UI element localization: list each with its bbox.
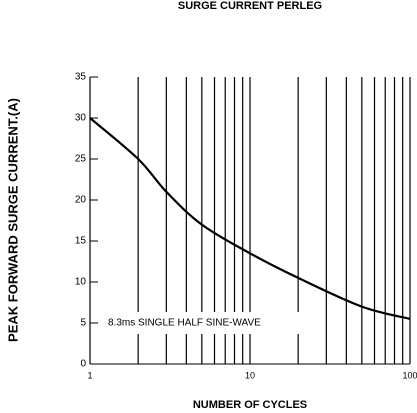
annotation: 8.3ms SINGLE HALF SINE-WAVE	[108, 318, 261, 329]
y-tick-label: 15	[75, 236, 87, 247]
y-axis-label: PEAK FORWARD SURGE CURRENT.(A)	[5, 98, 20, 342]
chart-title: SURGE CURRENT PERLEG	[178, 0, 322, 12]
annotation-bg	[100, 312, 310, 334]
y-tick-label: 20	[75, 195, 87, 206]
x-tick-label: 100	[402, 370, 417, 380]
x-tick-label: 1	[87, 370, 92, 380]
y-tick-label: 0	[80, 359, 86, 370]
y-tick-label: 5	[80, 318, 86, 329]
curve	[89, 117, 411, 320]
x-axis-label: NUMBER OF CYCLES	[193, 399, 307, 411]
y-tick-label: 10	[75, 277, 87, 288]
y-tick-label: 25	[75, 154, 87, 165]
x-tick-label: 10	[245, 370, 255, 380]
y-tick-label: 30	[75, 113, 87, 124]
y-tick-label: 35	[75, 72, 87, 83]
